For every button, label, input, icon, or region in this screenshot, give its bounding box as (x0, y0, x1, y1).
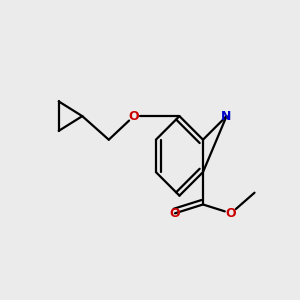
Text: N: N (221, 110, 232, 123)
Text: O: O (226, 207, 236, 220)
Text: O: O (128, 110, 139, 123)
Text: O: O (170, 207, 180, 220)
